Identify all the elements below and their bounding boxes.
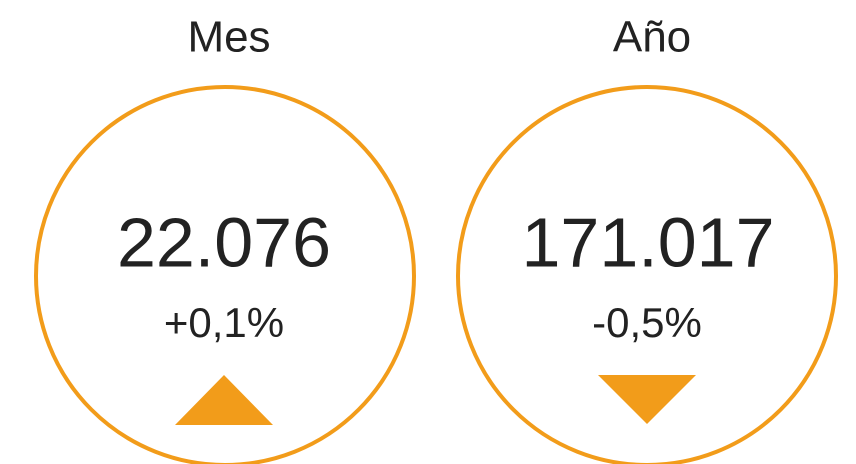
card-label: Año	[613, 13, 691, 62]
card-value: 171.017	[521, 203, 774, 281]
card-change: -0,5%	[592, 299, 702, 346]
card-label: Mes	[187, 13, 270, 62]
trend-down-arrow	[598, 375, 696, 424]
card-ring	[34, 85, 416, 464]
card-ring	[456, 85, 838, 464]
kpi-card: Año 171.017 -0,5%	[456, 13, 838, 464]
card-value: 22.076	[117, 203, 331, 281]
card-change: +0,1%	[164, 299, 284, 346]
kpi-card: Mes 22.076 +0,1%	[34, 13, 416, 464]
trend-up-arrow	[175, 375, 273, 425]
